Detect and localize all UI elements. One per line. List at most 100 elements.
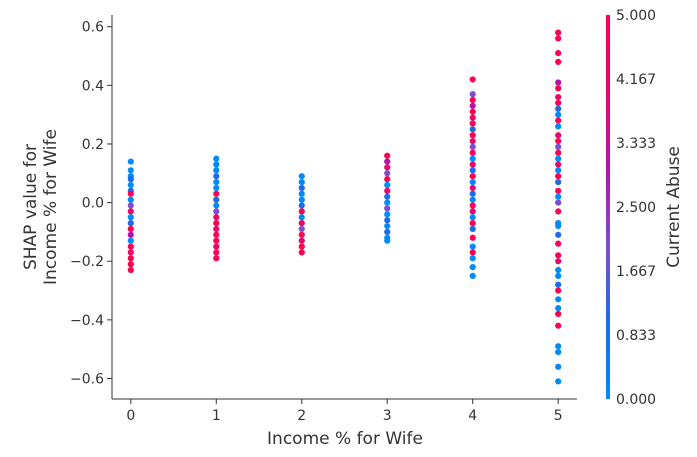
scatter-point xyxy=(555,123,562,130)
scatter-point xyxy=(127,266,134,274)
scatter-point xyxy=(127,220,134,227)
scatter-point xyxy=(469,120,476,127)
scatter-point xyxy=(213,249,220,256)
scatter-point xyxy=(384,181,391,189)
scatter-point xyxy=(469,249,476,256)
x-tick-label: 0 xyxy=(126,408,135,424)
scatter-point xyxy=(298,184,305,192)
scatter-point xyxy=(555,105,562,112)
scatter-point xyxy=(127,249,134,256)
scatter-point xyxy=(469,214,476,221)
x-ticks: 0 1 2 3 4 5 xyxy=(126,399,563,424)
scatter-point xyxy=(555,343,562,350)
y-tick-label: 0.6 xyxy=(82,20,104,36)
scatter-point xyxy=(127,176,134,183)
scatter-point xyxy=(469,102,476,109)
scatter-point xyxy=(298,237,305,244)
scatter-point xyxy=(127,237,134,244)
scatter-point xyxy=(384,205,391,212)
colorbar-tick-label: 4.167 xyxy=(616,72,656,88)
scatter-point xyxy=(127,225,134,233)
scatter-point xyxy=(213,173,220,180)
scatter-point xyxy=(384,237,391,244)
scatter-point xyxy=(127,243,134,250)
y-ticks: −0.6 −0.4 −0.2 0.0 0.2 0.4 0.6 xyxy=(70,20,112,387)
scatter-point xyxy=(384,222,391,230)
scatter-point xyxy=(298,214,305,221)
axes xyxy=(111,15,577,400)
scatter-point xyxy=(555,161,562,168)
colorbar-ticks: 0.000 0.833 1.667 2.500 3.333 4.167 5.000 xyxy=(616,8,656,408)
scatter-point xyxy=(555,35,562,42)
scatter-point xyxy=(469,243,476,250)
scatter-point xyxy=(469,208,476,215)
scatter-point xyxy=(298,249,305,256)
x-tick-label: 5 xyxy=(554,408,563,424)
scatter-point xyxy=(213,184,220,192)
scatter-point xyxy=(555,93,562,101)
scatter-point xyxy=(555,199,562,206)
scatter-point xyxy=(127,190,134,197)
scatter-point xyxy=(384,193,391,200)
scatter-point xyxy=(469,196,476,203)
scatter-point xyxy=(469,76,476,83)
x-tick-label: 2 xyxy=(297,408,306,424)
scatter-point xyxy=(384,164,391,171)
scatter-point xyxy=(298,173,305,180)
scatter-point xyxy=(127,202,134,209)
scatter-point xyxy=(555,99,562,107)
scatter-point xyxy=(127,196,134,203)
y-tick-label: −0.2 xyxy=(70,254,104,270)
scatter-point xyxy=(127,255,134,262)
scatter-point xyxy=(127,231,134,238)
scatter-point xyxy=(555,50,562,57)
scatter-point xyxy=(555,149,562,156)
scatter-point xyxy=(298,243,305,250)
scatter-point xyxy=(298,196,305,203)
scatter-point xyxy=(213,255,220,262)
scatter-points xyxy=(127,29,562,385)
scatter-point xyxy=(555,287,562,294)
scatter-point xyxy=(298,178,305,186)
scatter-point xyxy=(555,363,562,370)
y-tick-label: −0.6 xyxy=(70,371,104,387)
scatter-point xyxy=(555,378,562,385)
scatter-point xyxy=(555,208,562,215)
colorbar-tick-label: 3.333 xyxy=(616,136,656,152)
scatter-point xyxy=(127,208,134,215)
scatter-point xyxy=(127,261,134,268)
y-tick-label: 0.0 xyxy=(82,196,104,212)
scatter-point xyxy=(555,79,562,86)
scatter-point xyxy=(469,272,476,279)
scatter-point xyxy=(555,155,562,162)
scatter-point xyxy=(555,266,562,274)
y-axis-label-2: Income % for Wife xyxy=(41,129,61,285)
colorbar: 0.000 0.833 1.667 2.500 3.333 4.167 5.000 Curr… xyxy=(606,8,684,408)
scatter-point xyxy=(213,178,220,186)
scatter-point xyxy=(213,190,220,197)
scatter-point xyxy=(213,161,220,168)
scatter-point xyxy=(555,258,562,265)
scatter-point xyxy=(213,237,220,244)
scatter-point xyxy=(213,208,220,215)
scatter-point xyxy=(469,96,476,104)
scatter-point xyxy=(213,231,220,238)
scatter-point xyxy=(555,193,562,200)
colorbar-tick-label: 0.000 xyxy=(616,392,656,408)
scatter-point xyxy=(555,178,562,186)
scatter-point xyxy=(298,220,305,227)
scatter-point xyxy=(469,108,476,115)
colorbar-label: Current Abuse xyxy=(664,146,684,268)
scatter-point xyxy=(127,158,134,165)
scatter-point xyxy=(384,176,391,183)
scatter-point xyxy=(298,225,305,233)
scatter-point xyxy=(384,199,391,206)
scatter-point xyxy=(469,143,476,151)
scatter-point xyxy=(213,225,220,233)
scatter-point xyxy=(298,231,305,238)
scatter-point xyxy=(555,167,562,174)
scatter-point xyxy=(469,263,476,271)
y-tick-label: 0.4 xyxy=(82,78,104,94)
scatter-point xyxy=(555,231,562,238)
scatter-point xyxy=(127,181,134,189)
